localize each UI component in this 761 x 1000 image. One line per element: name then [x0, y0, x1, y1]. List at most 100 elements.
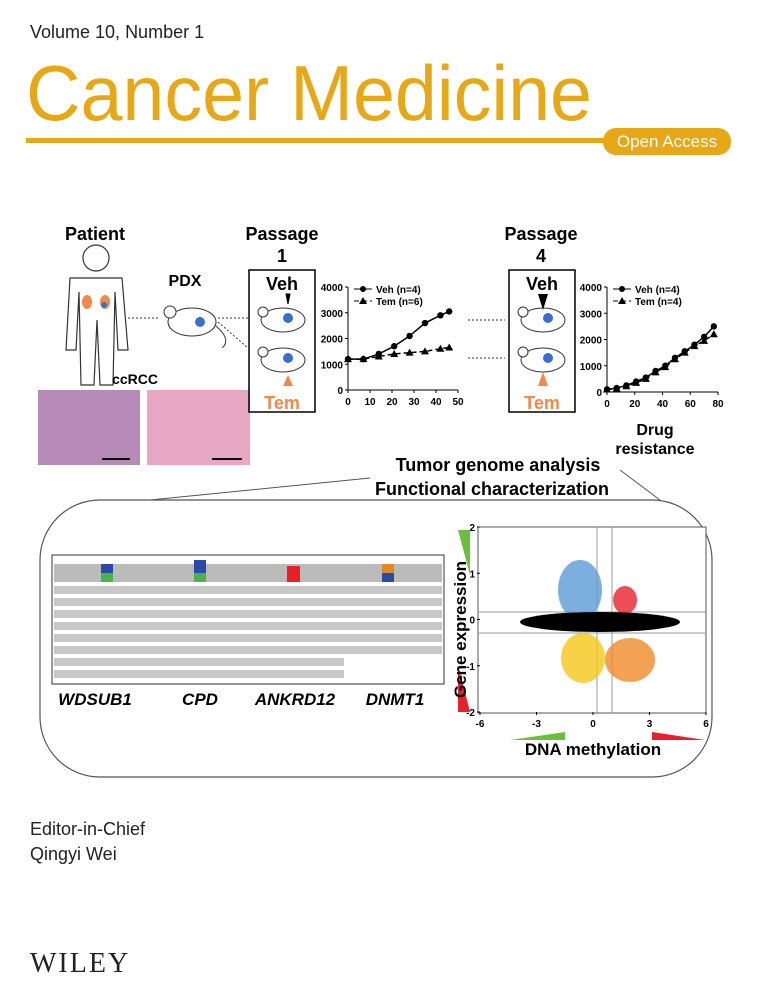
marker	[710, 323, 718, 330]
scale-bar	[212, 458, 242, 460]
reads	[54, 586, 442, 678]
arrowhead	[283, 375, 293, 386]
marker	[359, 355, 368, 363]
legend-label: Veh (n=4)	[635, 285, 680, 296]
marker	[344, 355, 352, 363]
wedge	[652, 732, 705, 740]
mouse	[517, 306, 566, 373]
allele	[194, 573, 206, 582]
badge: Open Access	[617, 132, 717, 151]
y-tick-label: 0	[469, 616, 475, 627]
patient-figure	[65, 244, 129, 386]
marker	[390, 349, 399, 357]
allele	[382, 573, 394, 582]
x-axis-label: DNA methylation	[525, 740, 661, 759]
x-tick-label: 50	[452, 397, 464, 408]
y-tick-label: 2000	[321, 335, 344, 346]
connector	[619, 469, 661, 501]
x-tick-label: 60	[685, 399, 697, 410]
x-tick-label: 40	[657, 399, 669, 410]
y-tick-label: -1	[466, 662, 475, 673]
legend-marker	[618, 297, 626, 304]
title-rule	[26, 138, 606, 143]
marker	[603, 385, 611, 393]
cluster	[561, 633, 605, 683]
wedge	[458, 530, 470, 575]
y-tick-label: 4000	[580, 283, 603, 294]
x-tick-label: 0	[345, 397, 351, 408]
label: Patient	[65, 224, 125, 244]
legend-marker	[359, 297, 367, 304]
label: Functional characterization	[375, 479, 609, 499]
label: resistance	[615, 441, 694, 458]
y-tick-label: 2000	[580, 336, 603, 347]
label: 4	[536, 246, 546, 266]
y-tick-label: 0	[337, 386, 343, 397]
y-tick-label: 4000	[321, 283, 344, 294]
axis	[347, 287, 458, 391]
marker	[446, 308, 453, 315]
gene: CPD	[182, 690, 218, 709]
editor-role: Editor-in-Chief	[30, 819, 146, 839]
cluster	[558, 560, 602, 620]
x-tick-label: 10	[364, 397, 376, 408]
wedge	[510, 732, 565, 740]
legend-label: Tem (n=6)	[376, 297, 423, 308]
label: Passage	[245, 224, 318, 244]
allele	[101, 564, 113, 573]
cluster	[520, 612, 680, 632]
tumor	[543, 353, 553, 363]
marker	[391, 343, 398, 350]
x-tick-label: 6	[703, 719, 709, 730]
allele	[287, 566, 300, 582]
label: Tem	[524, 393, 560, 413]
marker	[651, 368, 660, 376]
y-tick-label: 1000	[321, 360, 344, 371]
x-tick-label: 3	[647, 719, 653, 730]
journal-title: Cancer Medicine	[26, 49, 592, 137]
marker	[421, 347, 429, 355]
marker	[670, 355, 679, 363]
tumor	[543, 313, 553, 323]
marker	[406, 332, 413, 340]
x-tick-label: -6	[476, 719, 485, 730]
marker	[445, 343, 454, 351]
y-tick-label: 3000	[321, 309, 344, 320]
marker	[612, 384, 621, 392]
editor: Qingyi Wei	[30, 844, 117, 864]
histology	[147, 390, 250, 465]
x-tick-label: -3	[532, 719, 541, 730]
x-tick-label: 80	[712, 399, 724, 410]
marker	[405, 348, 414, 356]
y-tick-label: -2	[466, 708, 475, 719]
publisher: WILEY	[30, 948, 130, 979]
mouse	[163, 305, 227, 349]
marker	[641, 374, 650, 382]
y-axis-label: Gene expression	[451, 561, 470, 698]
tumor	[101, 302, 107, 308]
allele	[382, 564, 394, 573]
marker	[374, 352, 383, 360]
label: Passage	[504, 224, 577, 244]
x-tick-label: 20	[386, 397, 398, 408]
passage-box	[508, 269, 576, 413]
allele	[101, 573, 113, 582]
marker	[437, 312, 444, 319]
gene: DNMT1	[366, 690, 425, 709]
arrowhead	[538, 294, 548, 310]
label: ccRCC	[112, 371, 158, 387]
gene: WDSUB1	[58, 690, 132, 709]
legend-label: Tem (n=4)	[635, 297, 682, 308]
kidney	[82, 295, 92, 309]
legend-marker	[360, 286, 366, 292]
passage-box	[248, 269, 316, 413]
x-tick-label: 0	[604, 399, 610, 410]
x-tick-label: 40	[430, 397, 442, 408]
marker	[622, 382, 631, 390]
coverage	[54, 564, 442, 582]
label: Veh	[266, 274, 298, 294]
y-tick-label: 1000	[580, 362, 603, 373]
x-tick-label: 30	[408, 397, 420, 408]
marker	[709, 330, 718, 338]
